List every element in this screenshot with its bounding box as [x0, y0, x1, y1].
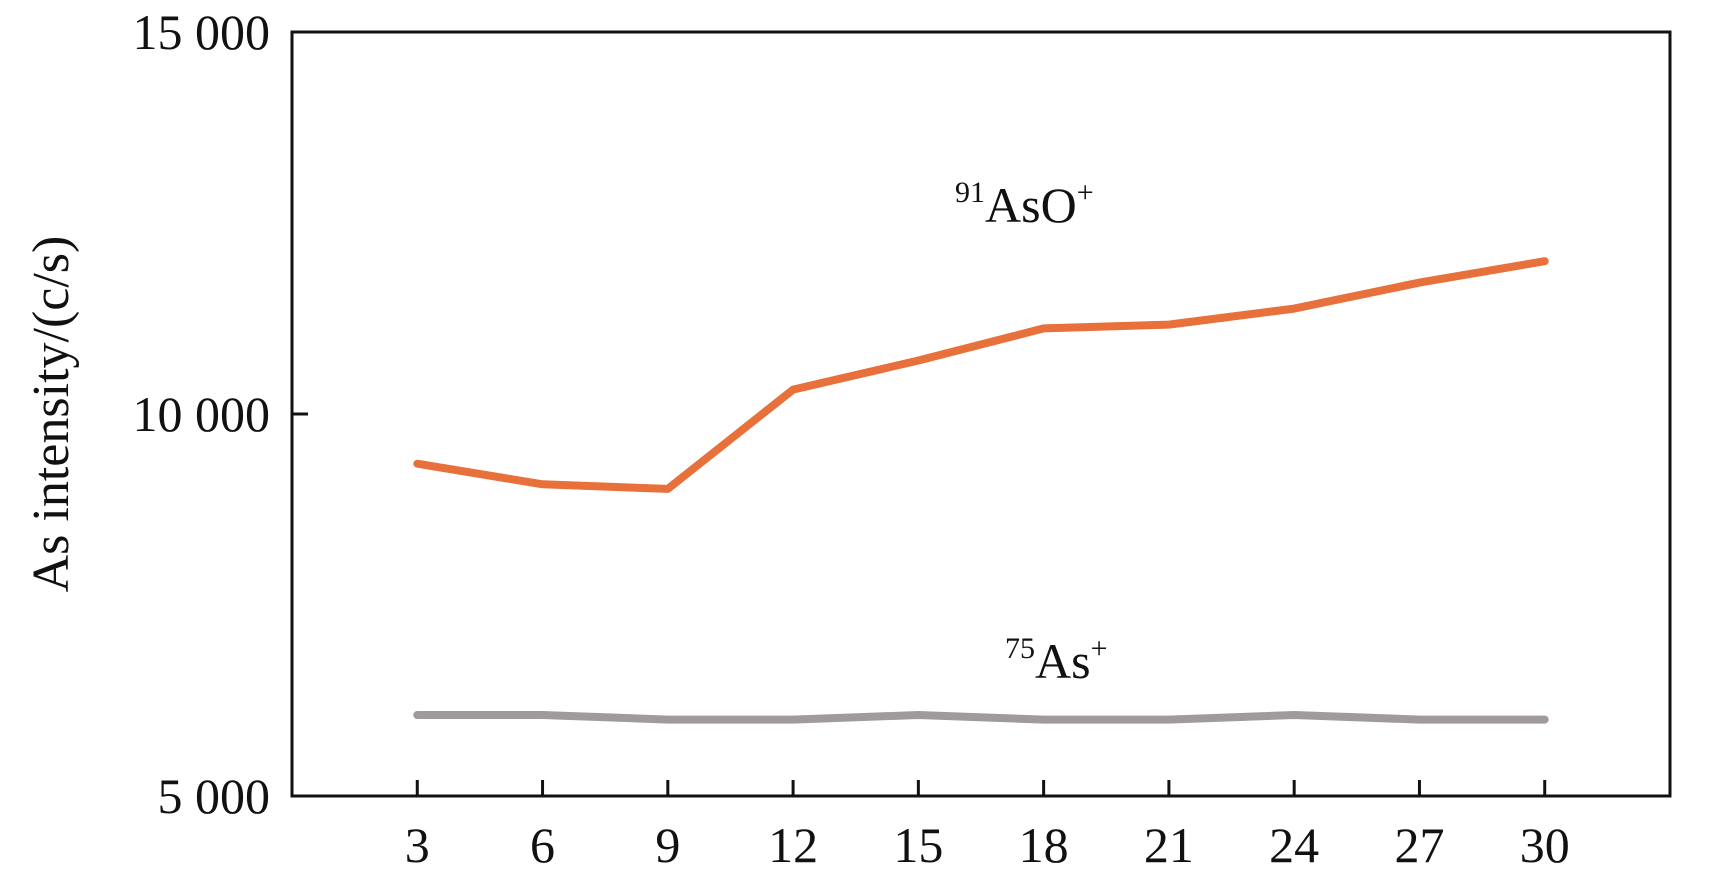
- y-tick-label: 5 000: [158, 768, 271, 824]
- x-tick-label: 12: [768, 817, 818, 873]
- series-line-aso: [413, 257, 1549, 493]
- series-labels: 91AsO+ 75As+: [955, 176, 1108, 689]
- series-line-as: [413, 711, 1549, 724]
- x-tick-label: 9: [655, 817, 680, 873]
- x-tick-label: 30: [1520, 817, 1570, 873]
- series-label-aso: 91AsO+: [955, 176, 1094, 233]
- x-tick-label: 27: [1394, 817, 1444, 873]
- x-tick-label: 15: [893, 817, 943, 873]
- series-label-as: 75As+: [1005, 632, 1108, 689]
- x-axis-ticks: 3 6 9 12 15 18 21 24 27 30: [405, 780, 1570, 873]
- plot-frame: [290, 30, 1672, 798]
- x-tick-label: 24: [1269, 817, 1319, 873]
- x-tick-label: 3: [405, 817, 430, 873]
- y-axis-ticks: 5 000 10 000 15 000: [133, 4, 308, 824]
- x-tick-label: 18: [1019, 817, 1069, 873]
- y-axis-title: As intensity/(c/s): [23, 236, 80, 593]
- y-tick-label: 15 000: [133, 4, 271, 60]
- series-layer: [413, 257, 1549, 724]
- y-tick-label: 10 000: [133, 386, 271, 442]
- x-tick-label: 21: [1144, 817, 1194, 873]
- x-tick-label: 6: [530, 817, 555, 873]
